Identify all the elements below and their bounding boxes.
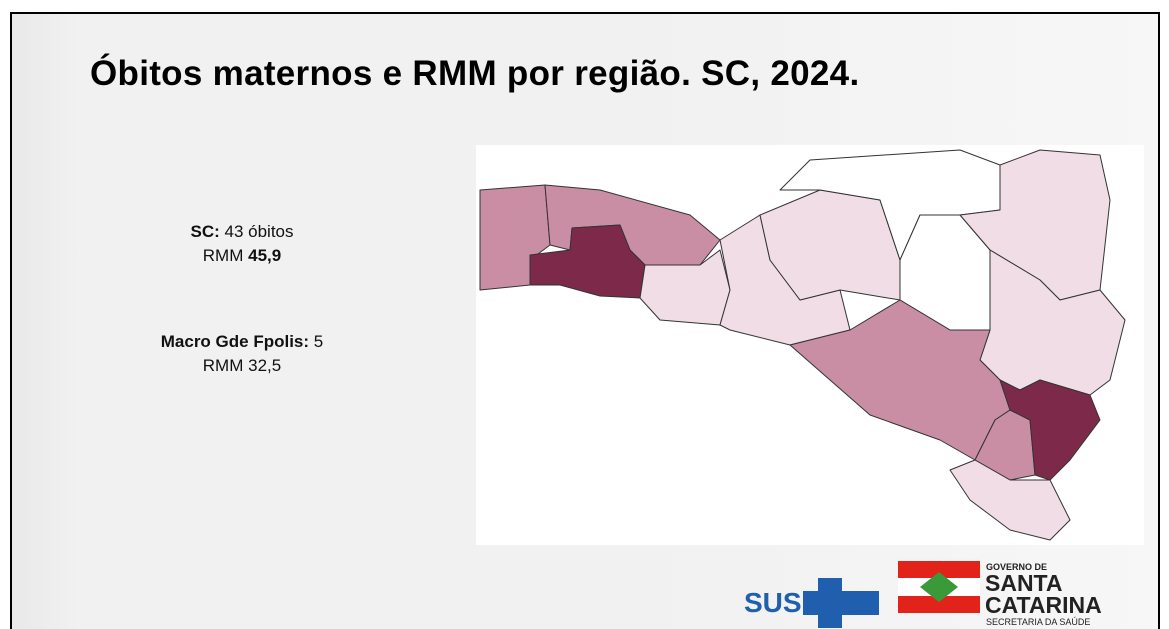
- label: Macro Gde Fpolis:: [160, 332, 310, 351]
- gov-text: SANTA: [985, 570, 1063, 596]
- rate: 32,5: [248, 356, 282, 375]
- rate-label: RMM: [202, 356, 244, 375]
- summary-sc: SC: 43 óbitos RMM 45,9: [112, 220, 372, 268]
- label: SC:: [190, 222, 220, 241]
- value: 43 óbitos: [224, 222, 294, 241]
- value: 5: [313, 332, 324, 351]
- map: [479, 149, 1126, 541]
- summary-macro: Macro Gde Fpolis: 5 RMM 32,5: [112, 330, 372, 378]
- rate-label: RMM: [202, 246, 244, 265]
- sus-text: SUS: [744, 587, 802, 618]
- region: [949, 459, 1071, 541]
- gov-text: CATARINA: [985, 592, 1102, 618]
- rate: 45,9: [248, 246, 282, 265]
- sus-cross: [803, 578, 879, 628]
- region: [999, 379, 1101, 481]
- flag: [898, 561, 980, 613]
- title: Óbitos maternos e RMM por região. SC, 20…: [90, 54, 860, 93]
- gov-text: GOVERNO DE: [986, 562, 1047, 572]
- gov-text: SECRETARIA DA SAÚDE: [986, 617, 1090, 627]
